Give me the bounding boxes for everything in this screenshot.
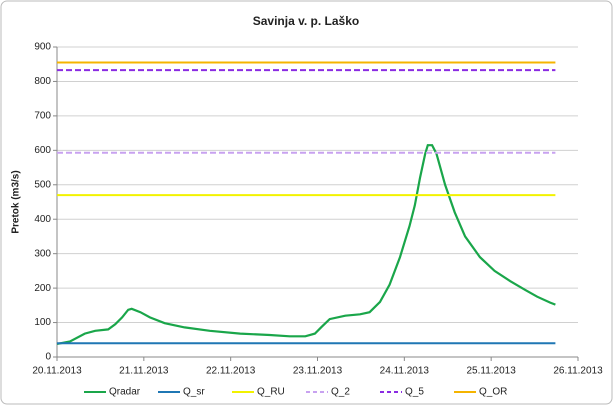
y-tick-label: 900: [34, 42, 51, 53]
legend-label: Qradar: [109, 387, 141, 398]
x-tick-label: 24.11.2013: [380, 366, 430, 377]
legend-label: Q_sr: [183, 387, 205, 398]
y-axis-label: Pretok (m3/s): [11, 170, 22, 233]
y-tick-label: 500: [34, 179, 51, 190]
series-line: [56, 144, 556, 345]
y-tick-label: 100: [34, 317, 51, 328]
y-tick-label: 0: [45, 352, 51, 363]
legend-label: Q_RU: [257, 387, 285, 398]
x-tick-label: 26.11.2013: [553, 366, 603, 377]
y-tick-label: 200: [34, 283, 51, 294]
x-tick-label: 21.11.2013: [119, 366, 169, 377]
chart-title: Savinja v. p. Laško: [253, 14, 360, 28]
legend-label: Q_2: [331, 387, 350, 398]
x-tick-label: 20.11.2013: [32, 366, 82, 377]
x-tick-label: 23.11.2013: [293, 366, 343, 377]
x-tick-label: 25.11.2013: [467, 366, 517, 377]
legend-label: Q_OR: [479, 387, 507, 398]
legend-label: Q_5: [405, 387, 424, 398]
y-tick-label: 600: [34, 145, 51, 156]
y-tick-label: 400: [34, 214, 51, 225]
y-tick-label: 300: [34, 248, 51, 259]
y-tick-label: 700: [34, 111, 51, 122]
x-tick-label: 22.11.2013: [206, 366, 256, 377]
y-tick-label: 800: [34, 76, 51, 87]
